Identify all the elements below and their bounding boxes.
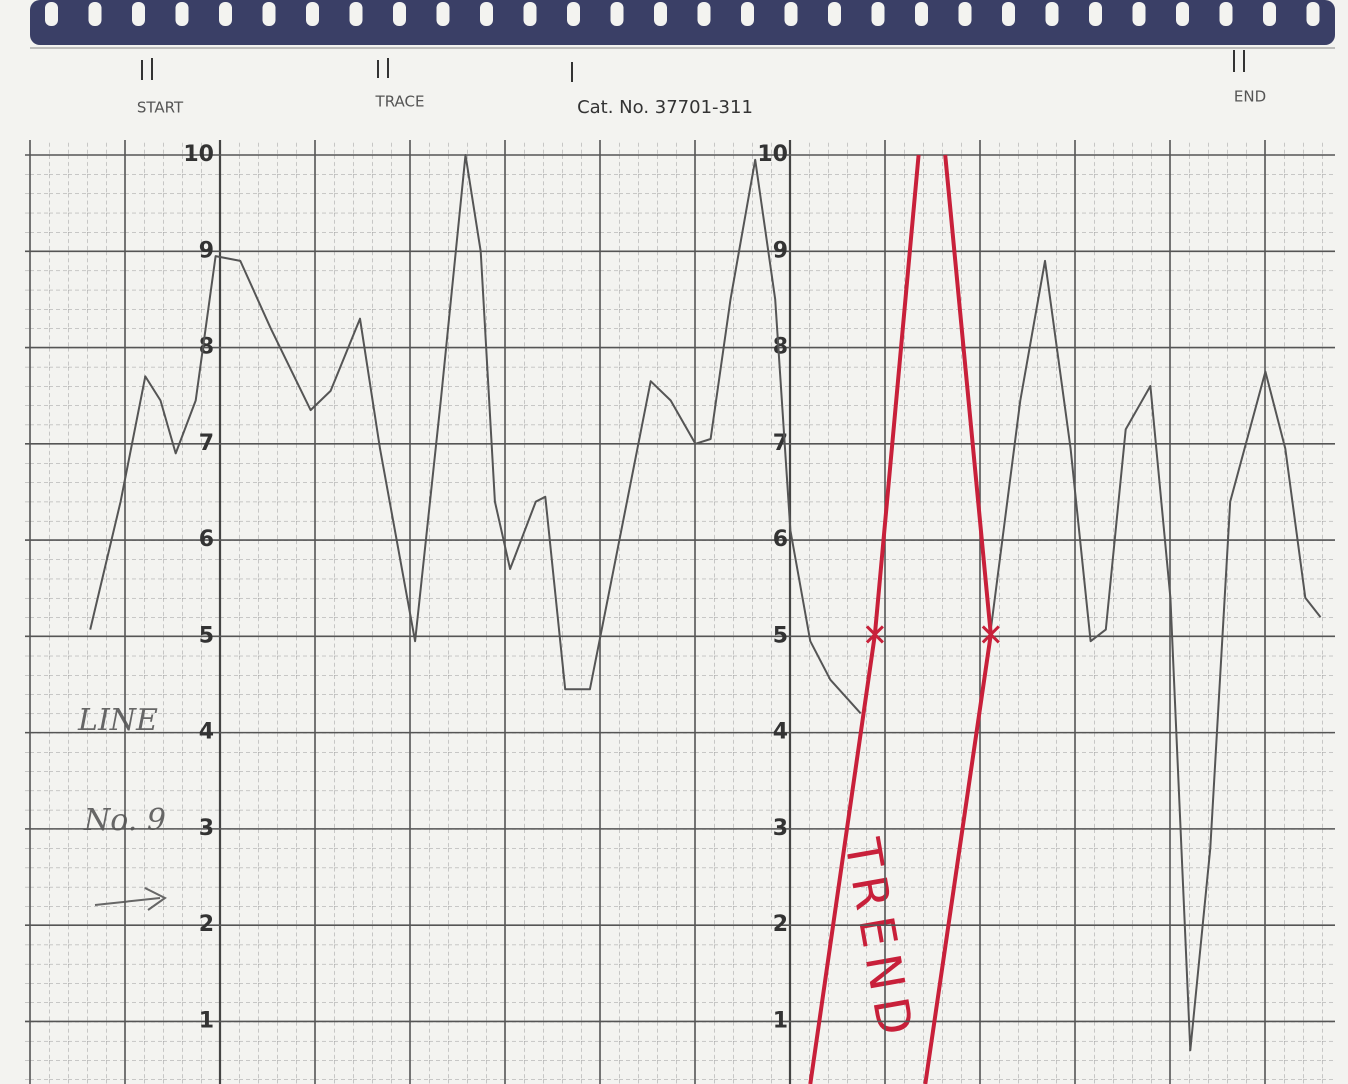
- sprocket-hole: [784, 2, 798, 26]
- sprocket-hole: [393, 2, 406, 26]
- sprocket-hole: [828, 2, 841, 26]
- sprocket-hole: [45, 2, 58, 26]
- y-tick-label: 6: [199, 527, 214, 552]
- sprocket-hole: [1219, 2, 1233, 26]
- sprocket-hole: [610, 2, 624, 26]
- y-tick-label: 6: [773, 527, 788, 552]
- sprocket-hole: [523, 2, 537, 26]
- trend-point: [865, 625, 884, 644]
- sprocket-hole: [1045, 2, 1059, 26]
- sprocket-hole: [306, 2, 319, 26]
- y-tick-label: 1: [199, 1008, 214, 1033]
- header-label: TRACE: [375, 93, 425, 111]
- sprocket-hole: [871, 2, 885, 26]
- y-tick-label: 3: [773, 816, 788, 841]
- sprocket-hole: [1002, 2, 1015, 26]
- sprocket-hole: [480, 2, 493, 26]
- sprocket-hole: [1306, 2, 1320, 26]
- hand-arrow: [94, 887, 167, 911]
- sprocket-hole: [349, 2, 363, 26]
- header-label: START: [137, 99, 184, 117]
- trend-point: [981, 625, 1000, 644]
- header-label: Cat. No. 37701-311: [577, 97, 753, 118]
- sprocket-hole: [1176, 2, 1189, 26]
- sprocket-hole: [958, 2, 972, 26]
- sprocket-hole: [697, 2, 711, 26]
- sprocket-hole: [567, 2, 580, 26]
- header-label: END: [1234, 88, 1266, 106]
- sprocket-hole: [654, 2, 667, 26]
- y-tick-label: 1: [773, 1008, 788, 1033]
- y-tick-label: 3: [199, 816, 214, 841]
- trace: [89, 154, 1322, 1052]
- sprocket-hole: [132, 2, 145, 26]
- sprocket-hole: [1132, 2, 1146, 26]
- sprocket-hole: [88, 2, 102, 26]
- sprocket-hole: [219, 2, 232, 26]
- sprocket-hole: [1263, 2, 1276, 26]
- sprocket-holes: [45, 2, 1320, 26]
- y-tick-label: 5: [773, 623, 788, 648]
- y-tick-label: 8: [773, 335, 788, 360]
- y-tick-label: 7: [199, 431, 214, 456]
- minor-grid: [25, 140, 1335, 1084]
- sprocket-hole: [915, 2, 928, 26]
- y-tick-label: 10: [183, 142, 214, 167]
- y-tick-label: 9: [199, 238, 214, 263]
- sprocket-hole: [1089, 2, 1102, 26]
- y-tick-label: 2: [199, 912, 214, 937]
- y-tick-label: 2: [773, 912, 788, 937]
- header-marks: [141, 50, 1245, 82]
- sprocket-hole: [175, 2, 189, 26]
- sprocket-hole: [741, 2, 754, 26]
- y-tick-label: 5: [199, 623, 214, 648]
- y-tick-label: 4: [773, 720, 788, 745]
- y-tick-label: 4: [199, 720, 214, 745]
- y-tick-label: 9: [773, 238, 788, 263]
- sprocket-hole: [436, 2, 450, 26]
- y-tick-label: 10: [757, 142, 788, 167]
- sprocket-hole: [262, 2, 276, 26]
